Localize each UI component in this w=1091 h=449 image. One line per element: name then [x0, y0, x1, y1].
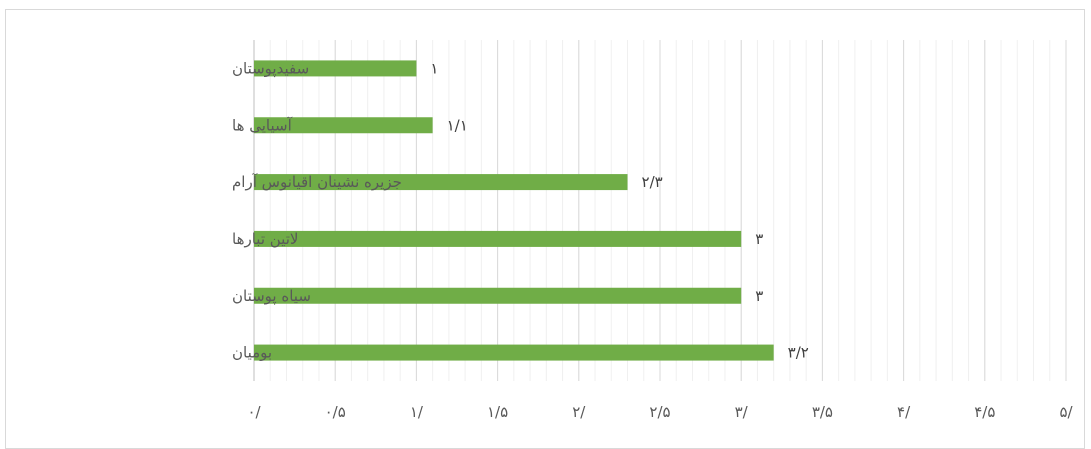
chart-frame — [5, 9, 1085, 449]
category-label: بومیان — [232, 344, 272, 362]
bar — [254, 117, 433, 134]
x-tick-label: ۰/ — [247, 403, 261, 421]
category-label: سیاه پوستان — [232, 287, 311, 306]
x-tick-label: ۵/ — [1059, 403, 1073, 421]
x-tick-label: ۱/ — [410, 403, 424, 421]
x-tick-label: ۱/۵ — [487, 403, 508, 421]
x-tick-label: ۴/۵ — [974, 403, 995, 421]
x-tick-label: ۰/۵ — [325, 403, 346, 421]
bar — [254, 174, 628, 191]
data-label: ۳/۲ — [788, 344, 809, 362]
data-labels: ۱ ۱/۱ ۲/۳ ۳ ۳ ۳/۲ — [430, 59, 808, 361]
x-tick-label: ۴/ — [897, 403, 911, 421]
bar — [254, 230, 742, 247]
category-labels: سفیدپوستان آسیایی ها جزیره نشینان اقیانوس … — [232, 59, 402, 361]
data-label: ۳ — [755, 287, 763, 305]
x-tick-label: ۲/۵ — [649, 403, 670, 421]
x-tick-label: ۳/۵ — [812, 403, 833, 421]
bars — [254, 60, 774, 361]
data-label: ۳ — [755, 230, 763, 248]
x-tick-label: ۲/ — [572, 403, 586, 421]
category-label: لاتین تبارها — [232, 230, 298, 248]
bar — [254, 344, 774, 361]
major-gridlines — [253, 40, 1067, 381]
horizontal-bar-chart: سفیدپوستان آسیایی ها جزیره نشینان اقیانوس … — [232, 40, 1073, 421]
data-label: ۱ — [430, 59, 438, 77]
bar — [254, 287, 742, 304]
category-label: سفیدپوستان — [232, 59, 309, 78]
bar — [254, 60, 417, 77]
x-tick-label: ۳/ — [735, 403, 749, 421]
x-tick-labels: ۰/۰/۵ ۱/۱/۵ ۲/۲/۵ ۳/۳/۵ ۴/۴/۵ ۵/ — [247, 403, 1073, 421]
data-label: ۲/۳ — [642, 173, 663, 191]
category-label: آسیایی ها — [232, 116, 293, 134]
category-label: جزیره نشینان اقیانوس آرام — [232, 173, 402, 191]
data-label: ۱/۱ — [447, 116, 468, 134]
